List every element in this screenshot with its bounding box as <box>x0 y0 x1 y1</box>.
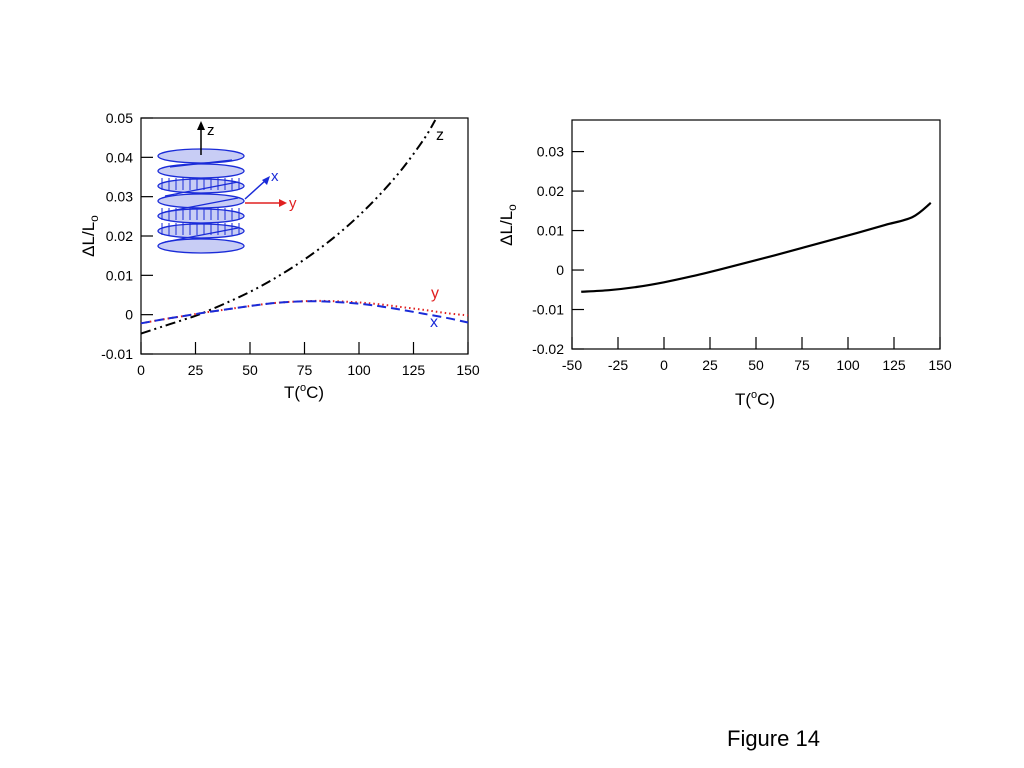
y-tick-label: -0.02 <box>532 341 564 357</box>
right-plot-frame <box>571 119 941 350</box>
x-tick-label: 25 <box>702 357 718 373</box>
x-tick-label: 0 <box>137 362 145 378</box>
x-tick-label: -25 <box>608 357 628 373</box>
series-label-x: x <box>430 314 438 331</box>
x-tick-label: 75 <box>297 362 313 378</box>
inset-y-arrowhead <box>279 199 287 207</box>
inset-x-arrowhead <box>262 176 270 185</box>
series-line-z <box>140 119 437 335</box>
coil-strand <box>164 181 239 197</box>
x-tick-label: 125 <box>882 357 906 373</box>
inset-y-label: y <box>289 195 297 212</box>
series-label-y: y <box>431 285 439 302</box>
x-tick-label: -50 <box>562 357 582 373</box>
left-y-ticks: -0.01 0 0.01 0.02 0.03 0.04 0.05 <box>101 110 153 362</box>
y-tick-label: 0.03 <box>106 189 133 205</box>
left-x-axis-label: T(oC) <box>284 382 324 402</box>
x-tick-label: 50 <box>242 362 258 378</box>
y-tick-label: 0 <box>125 307 133 323</box>
y-tick-label: 0.02 <box>537 183 564 199</box>
x-tick-label: 150 <box>928 357 952 373</box>
x-tick-label: 125 <box>402 362 426 378</box>
y-tick-label: 0.03 <box>537 144 564 160</box>
x-tick-label: 50 <box>748 357 764 373</box>
inset-z-label: z <box>207 122 215 139</box>
inset-z-arrowhead <box>197 121 205 130</box>
right-chart: -0.02 -0.01 0 0.01 0.02 0.03 -50 -25 0 25 50 75 100… <box>497 119 952 409</box>
coil-ring <box>157 193 245 209</box>
y-tick-label: -0.01 <box>101 346 133 362</box>
coil-ring <box>157 238 245 254</box>
series-line-series-0 <box>581 202 932 293</box>
y-tick-label: 0.05 <box>106 110 133 126</box>
coil-ring <box>157 163 245 179</box>
x-tick-label: 25 <box>188 362 204 378</box>
left-series-group <box>140 119 469 335</box>
left-x-ticks: 0 25 50 75 100 125 150 <box>137 342 480 378</box>
coil-ring <box>157 208 245 224</box>
y-tick-label: 0 <box>556 262 564 278</box>
y-tick-label: -0.01 <box>532 302 564 318</box>
coil-ring <box>157 178 245 194</box>
x-tick-label: 0 <box>660 357 668 373</box>
x-tick-label: 150 <box>456 362 480 378</box>
coil-ring <box>157 223 245 239</box>
x-tick-label: 100 <box>836 357 860 373</box>
x-tick-label: 100 <box>347 362 371 378</box>
right-y-ticks: -0.02 -0.01 0 0.01 0.02 0.03 <box>532 144 584 357</box>
coil-strand <box>164 197 239 213</box>
coil-strand <box>169 159 233 168</box>
series-line-x <box>140 300 469 325</box>
inset-x-label: x <box>271 168 279 185</box>
right-series-group <box>581 202 932 293</box>
right-x-axis-label: T(oC) <box>735 389 775 409</box>
y-tick-label: 0.01 <box>106 267 133 283</box>
inset-x-arrow <box>244 179 267 200</box>
y-tick-label: 0.04 <box>106 149 133 165</box>
coil-strand <box>164 227 239 243</box>
inset-coil-diagram: z x y <box>157 121 297 254</box>
left-y-axis-label: ΔL/Lo <box>79 215 101 257</box>
x-tick-label: 75 <box>794 357 810 373</box>
y-tick-label: 0.01 <box>537 223 564 239</box>
figure-caption: Figure 14 <box>727 726 820 751</box>
series-label-z: z <box>436 127 444 144</box>
coil-rings <box>157 148 245 254</box>
y-tick-label: 0.02 <box>106 228 133 244</box>
series-line-y <box>140 299 469 325</box>
right-y-axis-label: ΔL/Lo <box>497 204 519 246</box>
right-x-ticks: -50 -25 0 25 50 75 100 125 150 <box>562 337 952 373</box>
